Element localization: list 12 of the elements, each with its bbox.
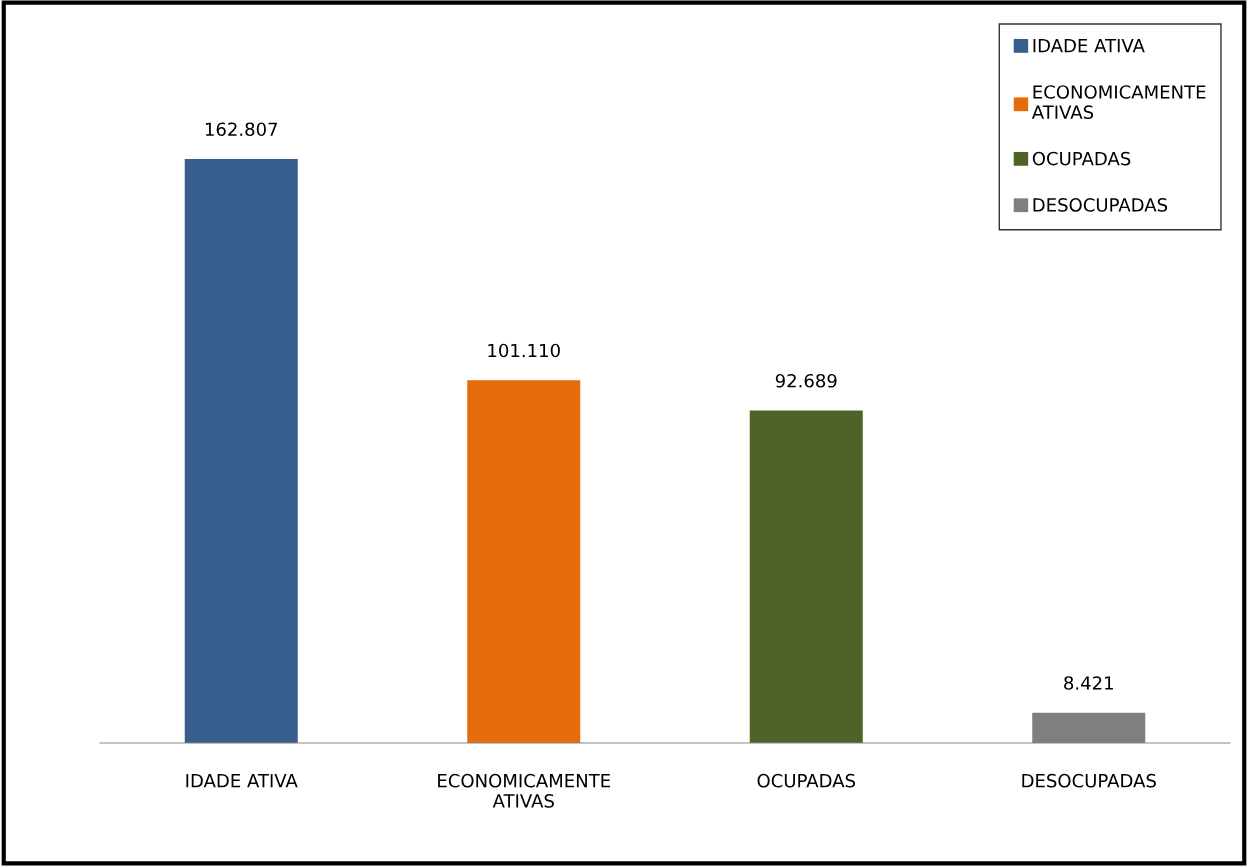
data-label: 8.421 <box>1064 676 1113 690</box>
legend-label: IDADE ATIVA <box>1033 39 1145 53</box>
legend-label: ECONOMICAMENTE ATIVAS <box>1031 85 1206 120</box>
data-label: 92.689 <box>775 373 837 388</box>
x-tick-label: OCUPADAS <box>757 773 856 788</box>
data-label: 162.807 <box>205 122 278 137</box>
x-tick-label: IDADE ATIVA <box>186 774 298 788</box>
x-tick-label: ECONOMICAMENTE ATIVAS <box>438 773 610 808</box>
x-tick-label: DESOCUPADAS <box>1022 773 1156 788</box>
legend-label: OCUPADAS <box>1032 151 1131 166</box>
data-label: 101.110 <box>488 343 560 358</box>
legend-label: DESOCUPADAS <box>1033 198 1168 212</box>
